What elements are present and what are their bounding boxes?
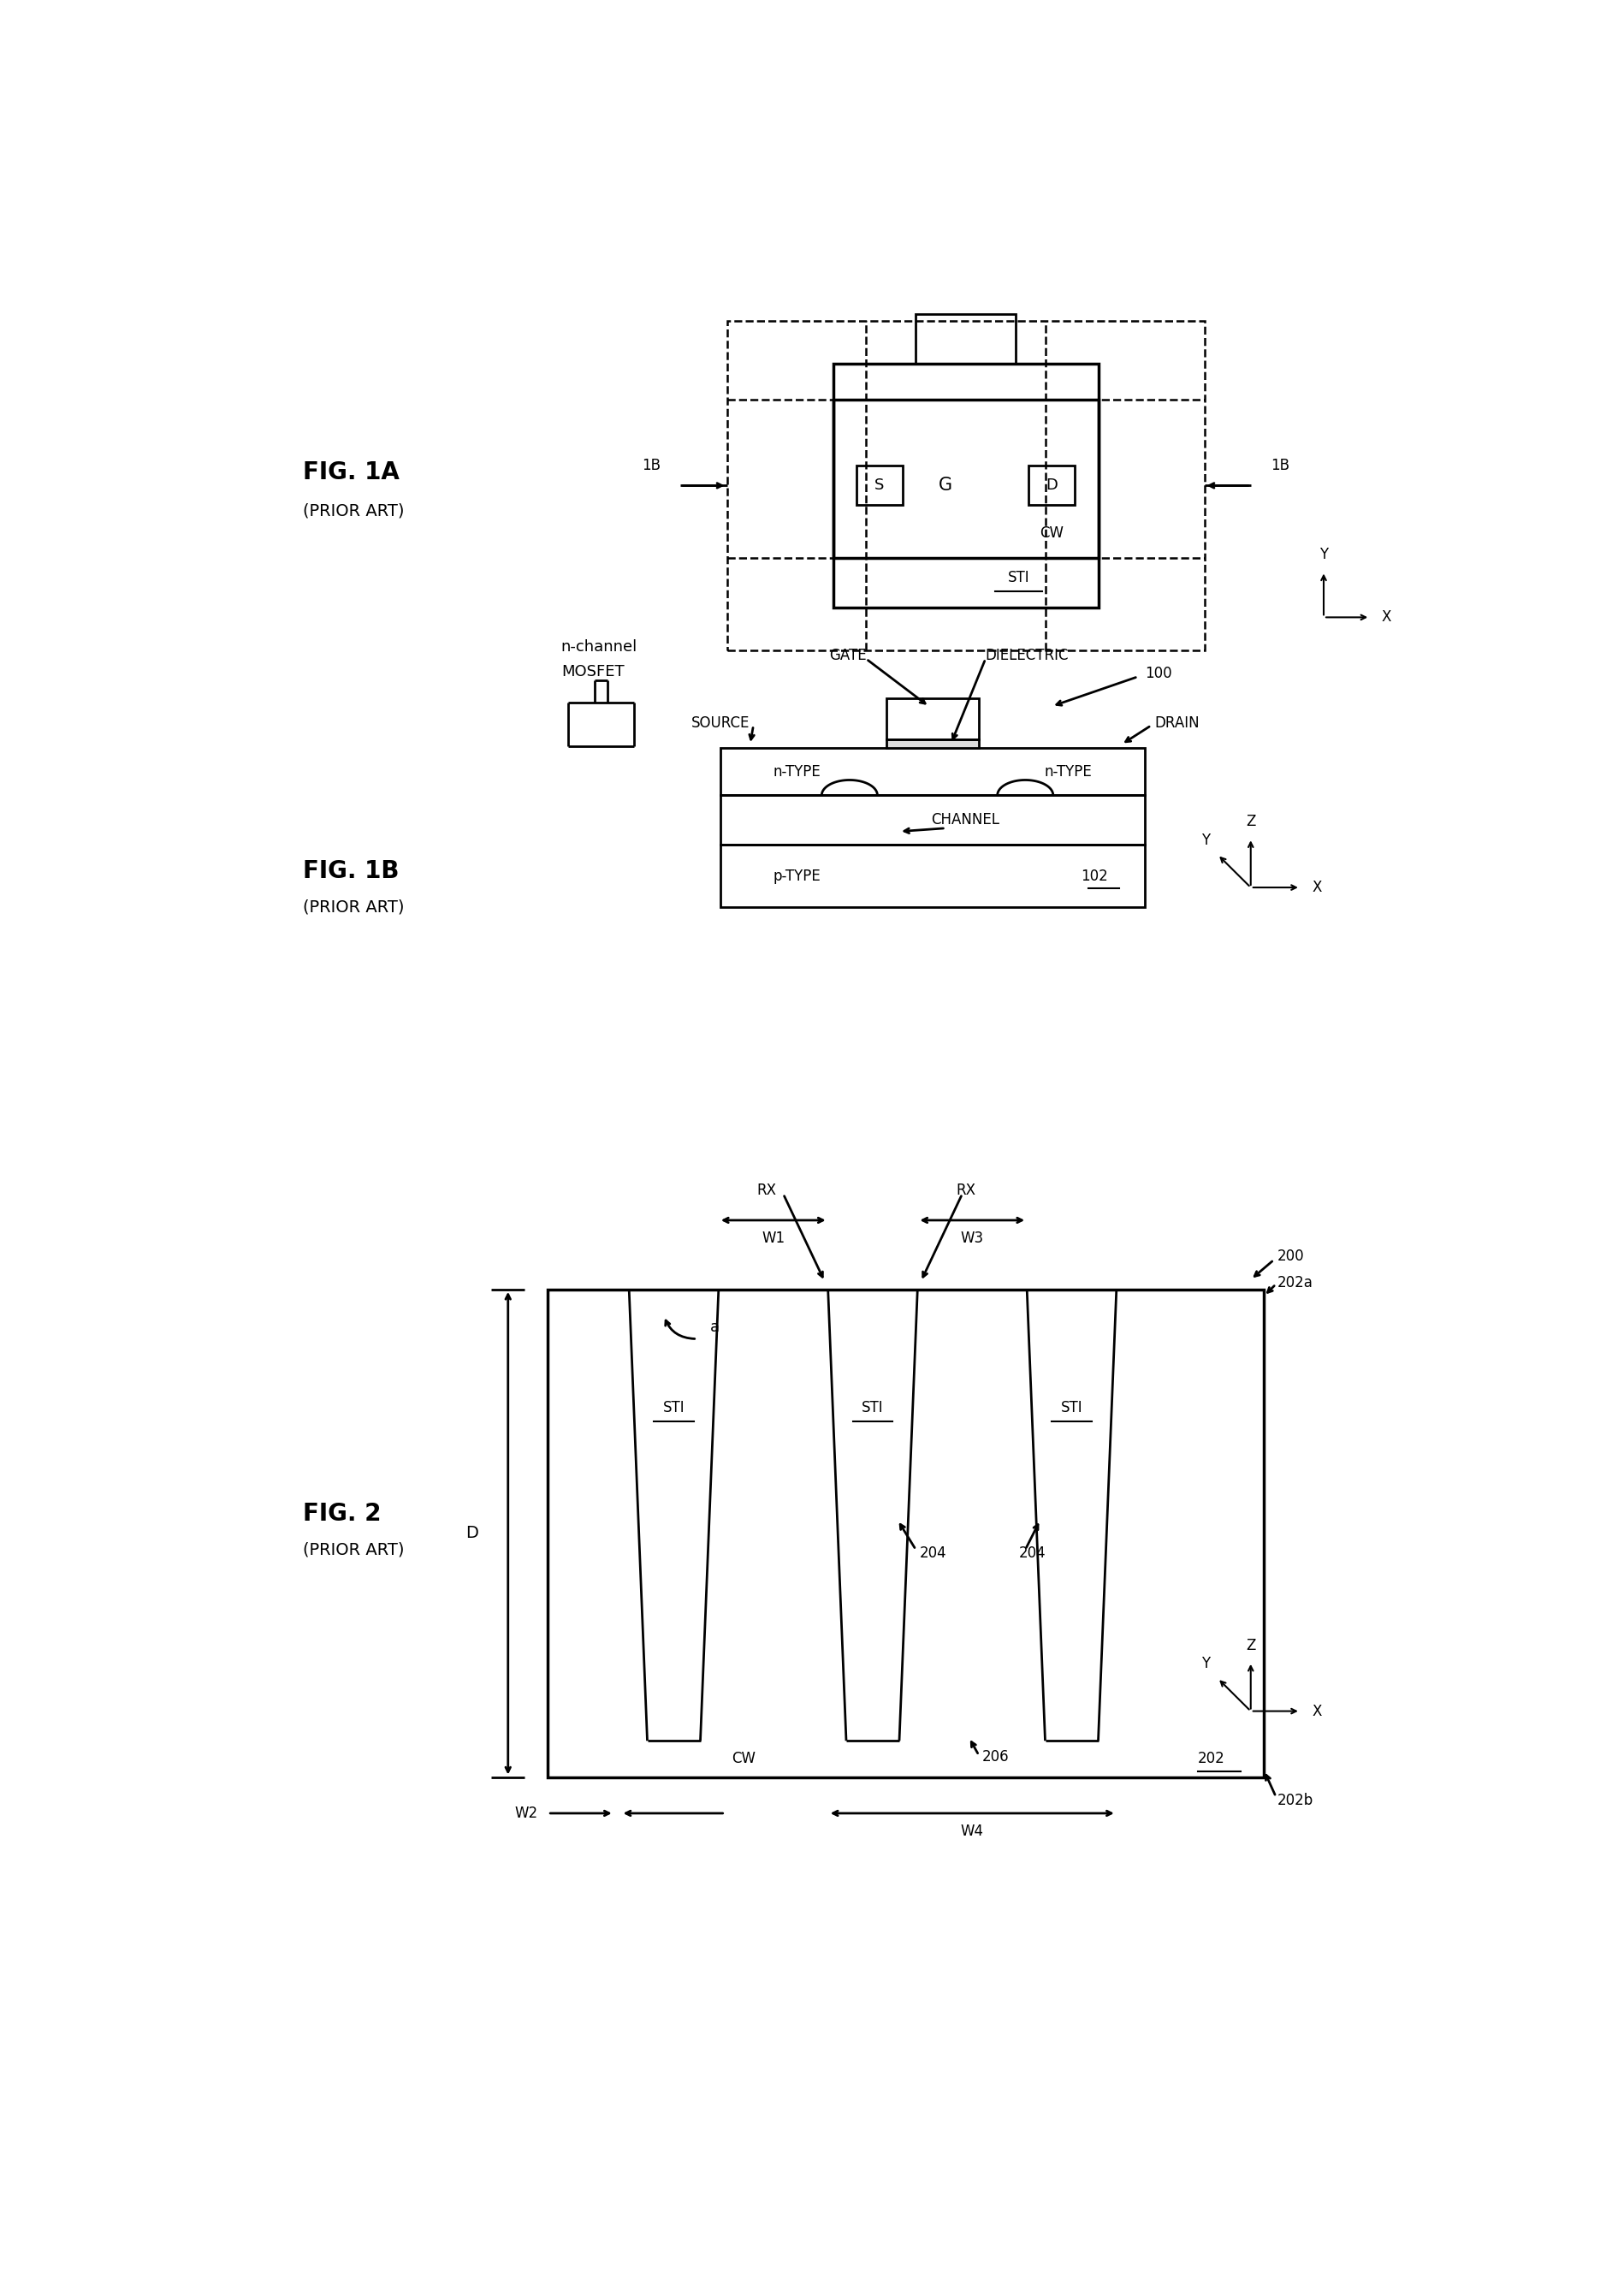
Text: S: S	[874, 478, 883, 494]
Text: X: X	[1382, 611, 1392, 624]
Text: D: D	[466, 1524, 477, 1542]
Text: RX: RX	[757, 1182, 776, 1198]
Text: SOURCE: SOURCE	[692, 715, 750, 731]
Text: p-TYPE: p-TYPE	[773, 868, 822, 884]
Text: FIG. 1A: FIG. 1A	[302, 460, 400, 485]
Bar	[856, 465, 903, 506]
Text: n-TYPE: n-TYPE	[773, 763, 822, 779]
Text: W2: W2	[515, 1806, 538, 1820]
Text: DIELECTRIC: DIELECTRIC	[986, 647, 1069, 663]
Bar	[719, 795, 1145, 845]
Text: X: X	[1312, 879, 1322, 895]
Text: CW: CW	[1039, 526, 1064, 540]
Text: 202a: 202a	[1276, 1276, 1314, 1292]
Bar	[887, 699, 979, 740]
Text: X: X	[1312, 1704, 1322, 1720]
Text: RX: RX	[957, 1182, 976, 1198]
Bar	[1028, 465, 1075, 506]
Text: n-channel: n-channel	[560, 640, 638, 654]
Text: Z: Z	[1246, 813, 1255, 829]
Text: W1: W1	[762, 1230, 784, 1246]
Text: n-TYPE: n-TYPE	[1044, 763, 1091, 779]
Text: 1B: 1B	[641, 458, 661, 474]
Text: W3: W3	[961, 1230, 984, 1246]
Bar	[728, 321, 1205, 649]
Bar	[719, 747, 1145, 795]
Text: (PRIOR ART): (PRIOR ART)	[302, 1542, 404, 1558]
Text: STI: STI	[862, 1401, 883, 1415]
Text: GATE: GATE	[828, 647, 866, 663]
Text: D: D	[1046, 478, 1057, 494]
Text: DRAIN: DRAIN	[1155, 715, 1200, 731]
Text: 206: 206	[983, 1750, 1009, 1765]
Text: CW: CW	[731, 1752, 755, 1765]
Text: a: a	[710, 1319, 719, 1335]
Text: Y: Y	[1202, 1656, 1210, 1672]
Text: Y: Y	[1319, 547, 1328, 563]
Text: 102: 102	[1082, 868, 1108, 884]
Bar	[833, 364, 1098, 608]
Text: Y: Y	[1202, 831, 1210, 847]
Text: Z: Z	[1246, 1638, 1255, 1654]
Text: 204: 204	[919, 1544, 947, 1560]
Text: (PRIOR ART): (PRIOR ART)	[302, 503, 404, 519]
Text: 202b: 202b	[1276, 1793, 1314, 1809]
Bar	[916, 314, 1015, 364]
Text: 204: 204	[1018, 1544, 1046, 1560]
Text: STI: STI	[1060, 1401, 1083, 1415]
Text: 100: 100	[1145, 665, 1171, 681]
Text: STI: STI	[1007, 570, 1030, 585]
Bar	[833, 401, 1098, 558]
Text: (PRIOR ART): (PRIOR ART)	[302, 900, 404, 916]
Text: G: G	[939, 476, 953, 494]
Bar	[887, 740, 979, 747]
Text: 1B: 1B	[1270, 458, 1289, 474]
Text: 202: 202	[1197, 1752, 1224, 1765]
Text: W4: W4	[961, 1825, 984, 1838]
Bar	[719, 845, 1145, 907]
Text: CHANNEL: CHANNEL	[931, 813, 1000, 827]
Bar	[547, 1289, 1263, 1777]
Text: STI: STI	[663, 1401, 685, 1415]
Text: 200: 200	[1276, 1248, 1304, 1264]
Text: FIG. 1B: FIG. 1B	[302, 859, 400, 884]
Text: FIG. 2: FIG. 2	[302, 1501, 380, 1526]
Text: MOSFET: MOSFET	[560, 663, 624, 679]
